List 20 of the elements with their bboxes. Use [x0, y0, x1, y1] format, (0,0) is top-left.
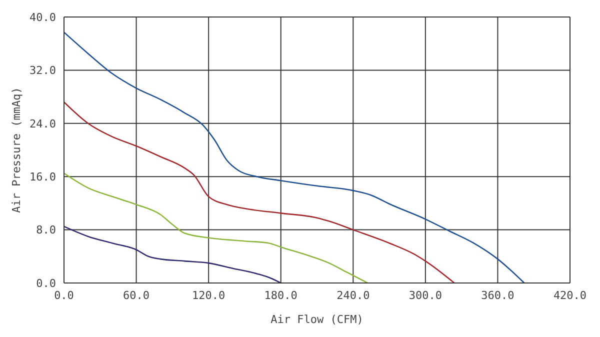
line-series	[64, 226, 282, 283]
x-tick-label: 420.0	[553, 288, 587, 302]
line-series	[64, 172, 368, 283]
x-axis-title: Air Flow (CFM)	[270, 313, 364, 326]
y-tick-label: 0.0	[36, 276, 56, 290]
x-tick-label: 360.0	[481, 288, 514, 302]
y-tick-label: 24.0	[30, 117, 56, 130]
line-series	[64, 32, 525, 283]
y-tick-label: 16.0	[30, 170, 56, 184]
y-tick-label: 40.0	[30, 10, 56, 24]
x-tick-label: 240.0	[336, 288, 370, 302]
y-tick-label: 8.0	[36, 224, 56, 237]
line-series	[64, 101, 455, 283]
x-tick-label: 0.0	[54, 288, 74, 302]
x-tick-label: 120.0	[192, 288, 226, 302]
x-tick-label: 60.0	[123, 288, 150, 302]
y-axis-title: Air Pressure (mmAq)	[10, 87, 23, 213]
x-tick-label: 300.0	[408, 288, 442, 302]
x-tick-label: 180.0	[264, 288, 298, 302]
y-tick-label: 32.0	[30, 64, 56, 78]
